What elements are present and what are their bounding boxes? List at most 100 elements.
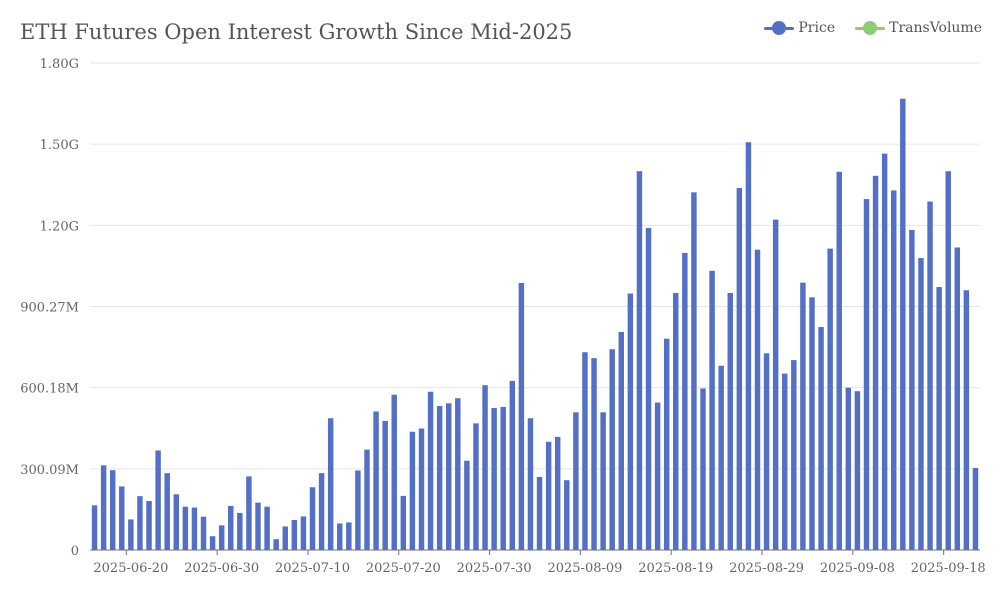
bar[interactable] bbox=[264, 506, 270, 550]
bar[interactable] bbox=[527, 418, 534, 550]
bar[interactable] bbox=[609, 349, 615, 550]
legend-item-transvolume[interactable]: TransVolume bbox=[855, 20, 982, 36]
bar[interactable] bbox=[318, 473, 325, 550]
bar[interactable] bbox=[727, 292, 733, 550]
bar[interactable] bbox=[291, 519, 298, 550]
bar[interactable] bbox=[809, 297, 815, 550]
bar[interactable] bbox=[909, 229, 915, 550]
bar[interactable] bbox=[718, 365, 724, 550]
bar[interactable] bbox=[591, 358, 597, 550]
bar[interactable] bbox=[482, 385, 488, 550]
legend-item-price[interactable]: Price bbox=[764, 20, 835, 36]
bar[interactable] bbox=[418, 428, 425, 550]
bar[interactable] bbox=[237, 512, 243, 550]
bar[interactable] bbox=[654, 402, 661, 550]
bar[interactable] bbox=[173, 494, 179, 550]
bar[interactable] bbox=[891, 190, 897, 550]
bar[interactable] bbox=[754, 249, 761, 550]
bar[interactable] bbox=[954, 247, 961, 550]
bar[interactable] bbox=[137, 496, 143, 550]
bar[interactable] bbox=[673, 292, 679, 550]
bar[interactable] bbox=[881, 153, 888, 550]
bar[interactable] bbox=[963, 290, 970, 550]
bar[interactable] bbox=[309, 487, 316, 550]
bar[interactable] bbox=[845, 387, 852, 550]
bar[interactable] bbox=[736, 188, 743, 550]
bar[interactable] bbox=[464, 460, 470, 550]
bar[interactable] bbox=[436, 406, 443, 550]
bar[interactable] bbox=[473, 423, 479, 550]
bar[interactable] bbox=[600, 412, 606, 550]
bar[interactable] bbox=[146, 501, 152, 550]
bar[interactable] bbox=[800, 282, 806, 550]
bar[interactable] bbox=[782, 373, 788, 550]
bar[interactable] bbox=[918, 258, 924, 550]
bar[interactable] bbox=[391, 394, 397, 550]
bar[interactable] bbox=[455, 398, 461, 550]
bar[interactable] bbox=[645, 228, 652, 551]
bar[interactable] bbox=[900, 98, 906, 551]
bar[interactable] bbox=[182, 506, 189, 550]
bar[interactable] bbox=[100, 465, 107, 550]
bar[interactable] bbox=[191, 507, 198, 550]
bar[interactable] bbox=[772, 219, 779, 550]
bar[interactable] bbox=[427, 391, 434, 550]
bar[interactable] bbox=[518, 282, 525, 550]
bar[interactable] bbox=[164, 473, 170, 550]
bar[interactable] bbox=[627, 293, 634, 550]
bar[interactable] bbox=[491, 407, 497, 550]
bar[interactable] bbox=[763, 353, 770, 550]
bar[interactable] bbox=[91, 505, 98, 550]
bar[interactable] bbox=[872, 175, 879, 550]
bar[interactable] bbox=[382, 420, 388, 550]
bar[interactable] bbox=[128, 519, 134, 550]
bar[interactable] bbox=[573, 412, 579, 550]
bar[interactable] bbox=[936, 287, 942, 550]
bar[interactable] bbox=[409, 431, 416, 550]
bar[interactable] bbox=[972, 468, 979, 550]
bar[interactable] bbox=[945, 171, 951, 550]
bar[interactable] bbox=[618, 331, 624, 550]
bar[interactable] bbox=[691, 192, 697, 550]
bar[interactable] bbox=[109, 470, 116, 550]
bar[interactable] bbox=[373, 411, 379, 550]
bar[interactable] bbox=[818, 327, 824, 550]
bar[interactable] bbox=[700, 388, 706, 550]
bar[interactable] bbox=[836, 171, 842, 550]
bar[interactable] bbox=[745, 142, 752, 550]
bar[interactable] bbox=[218, 525, 225, 550]
bar[interactable] bbox=[927, 201, 933, 550]
bar[interactable] bbox=[863, 199, 870, 550]
bar[interactable] bbox=[636, 171, 643, 550]
bar[interactable] bbox=[337, 523, 343, 550]
bar[interactable] bbox=[509, 380, 516, 550]
bar[interactable] bbox=[545, 441, 552, 550]
bar[interactable] bbox=[300, 516, 307, 550]
bar[interactable] bbox=[282, 526, 288, 550]
bar[interactable] bbox=[346, 522, 352, 550]
bar[interactable] bbox=[155, 450, 161, 550]
bar[interactable] bbox=[255, 502, 261, 550]
bar[interactable] bbox=[500, 406, 506, 550]
bar[interactable] bbox=[582, 352, 588, 550]
bar[interactable] bbox=[446, 403, 452, 550]
bar[interactable] bbox=[228, 505, 234, 550]
bar[interactable] bbox=[827, 248, 833, 550]
bar[interactable] bbox=[273, 539, 279, 550]
bar[interactable] bbox=[564, 480, 570, 550]
bar[interactable] bbox=[209, 536, 216, 550]
bar[interactable] bbox=[327, 418, 334, 550]
bar[interactable] bbox=[682, 252, 688, 550]
bar[interactable] bbox=[200, 516, 207, 550]
bar[interactable] bbox=[364, 449, 370, 550]
bar[interactable] bbox=[709, 270, 715, 550]
bar[interactable] bbox=[246, 476, 252, 550]
bar[interactable] bbox=[791, 360, 797, 550]
bar[interactable] bbox=[854, 391, 861, 550]
bar[interactable] bbox=[554, 436, 561, 550]
bar[interactable] bbox=[663, 338, 670, 550]
bar[interactable] bbox=[400, 495, 407, 550]
bar[interactable] bbox=[119, 486, 125, 550]
bar[interactable] bbox=[536, 476, 543, 550]
bar[interactable] bbox=[355, 470, 361, 550]
